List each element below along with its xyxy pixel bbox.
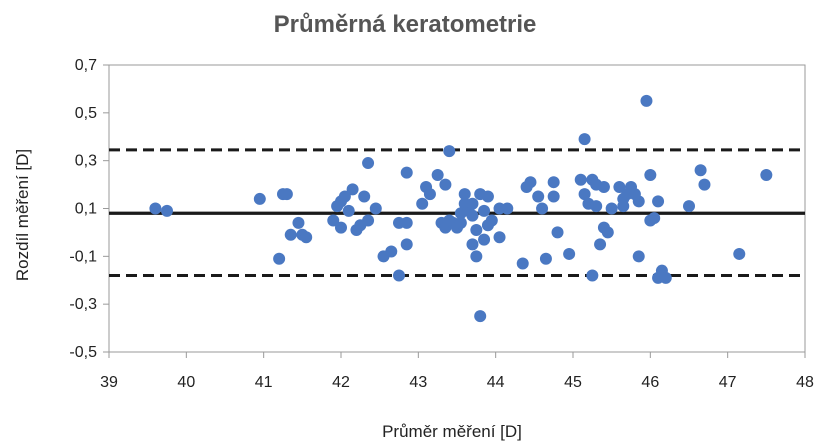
data-point <box>516 257 529 270</box>
x-axis-ticks: 39 40 41 42 43 44 45 46 47 48 <box>100 352 814 391</box>
data-point <box>547 190 560 203</box>
data-point <box>613 180 626 193</box>
data-point <box>458 188 471 201</box>
y-tick-label: -0,5 <box>69 344 97 361</box>
y-tick-label: -0,3 <box>69 296 97 313</box>
x-tick-label: 48 <box>796 374 814 391</box>
y-axis-label: Rozdíl měření [D] <box>13 149 32 281</box>
data-point <box>431 169 444 182</box>
data-point <box>466 238 479 251</box>
data-point <box>760 169 773 182</box>
y-tick-label: 0,5 <box>75 105 97 122</box>
data-point <box>474 310 487 323</box>
data-point <box>423 188 436 201</box>
data-point <box>292 216 305 229</box>
x-tick-label: 43 <box>409 374 427 391</box>
data-point <box>532 190 545 203</box>
data-point <box>652 195 665 208</box>
data-point <box>644 169 657 182</box>
data-point <box>362 157 375 170</box>
data-point <box>574 173 587 186</box>
data-point <box>454 216 467 229</box>
plot-frame <box>108 64 806 353</box>
data-point <box>161 204 173 217</box>
y-tick-label: 0,3 <box>75 153 97 170</box>
data-point <box>563 247 576 260</box>
data-point <box>578 133 591 146</box>
data-point <box>443 145 456 158</box>
data-point <box>284 228 297 241</box>
data-point <box>385 245 398 258</box>
data-point <box>547 176 560 189</box>
data-point <box>536 202 549 215</box>
data-point <box>694 164 707 177</box>
y-tick-label: 0,7 <box>75 57 97 74</box>
x-axis-label: Průměr měření [D] <box>382 422 522 441</box>
data-point <box>594 238 607 251</box>
data-point <box>493 231 506 244</box>
data-point <box>481 190 494 203</box>
data-point <box>485 214 498 227</box>
data-point <box>539 252 552 265</box>
data-point <box>338 190 351 203</box>
chart-title: Průměrná keratometrie <box>274 11 537 38</box>
data-point <box>439 178 452 191</box>
data-point <box>400 238 413 251</box>
data-point <box>683 200 695 213</box>
data-point <box>617 200 630 213</box>
data-point <box>466 197 479 210</box>
y-axis-ticks: 0,7 0,5 0,3 0,1 -0,1 -0,3 -0,5 <box>69 57 109 361</box>
data-point <box>280 188 293 201</box>
data-point <box>501 202 514 215</box>
data-point <box>590 200 603 213</box>
data-point <box>327 214 340 227</box>
data-point <box>586 269 599 282</box>
data-point <box>648 212 661 225</box>
data-point <box>342 204 355 217</box>
data-point <box>470 224 483 237</box>
y-tick-label: -0,1 <box>69 248 97 265</box>
data-points <box>149 94 773 323</box>
x-tick-label: 40 <box>177 374 195 391</box>
data-point <box>478 233 491 246</box>
data-point <box>632 250 645 263</box>
data-point <box>597 180 610 193</box>
data-point <box>524 176 537 189</box>
data-point <box>733 247 746 260</box>
data-point <box>393 269 405 282</box>
data-point <box>632 195 645 208</box>
y-tick-label: 0,1 <box>75 201 97 218</box>
data-point <box>578 188 591 201</box>
data-point <box>253 192 266 205</box>
data-point <box>362 214 375 227</box>
data-point <box>273 252 286 265</box>
data-point <box>551 226 564 239</box>
data-point <box>416 197 429 210</box>
x-tick-label: 45 <box>564 374 582 391</box>
data-point <box>335 221 347 234</box>
data-point <box>659 271 672 284</box>
data-point <box>605 202 618 215</box>
data-point <box>601 226 614 239</box>
data-point <box>358 190 371 203</box>
data-point <box>640 94 653 107</box>
data-point <box>400 166 413 179</box>
data-point <box>369 202 382 215</box>
data-point <box>346 183 359 196</box>
x-tick-label: 39 <box>100 374 118 391</box>
data-point <box>300 231 313 244</box>
x-tick-label: 47 <box>719 374 737 391</box>
data-point <box>698 178 711 191</box>
data-point <box>466 209 479 222</box>
x-tick-label: 42 <box>332 374 350 391</box>
data-point <box>478 204 491 217</box>
x-tick-label: 44 <box>487 374 505 391</box>
data-point <box>400 216 413 229</box>
x-tick-label: 46 <box>641 374 659 391</box>
x-tick-label: 41 <box>255 374 273 391</box>
data-point <box>470 250 483 263</box>
data-point <box>149 202 162 215</box>
